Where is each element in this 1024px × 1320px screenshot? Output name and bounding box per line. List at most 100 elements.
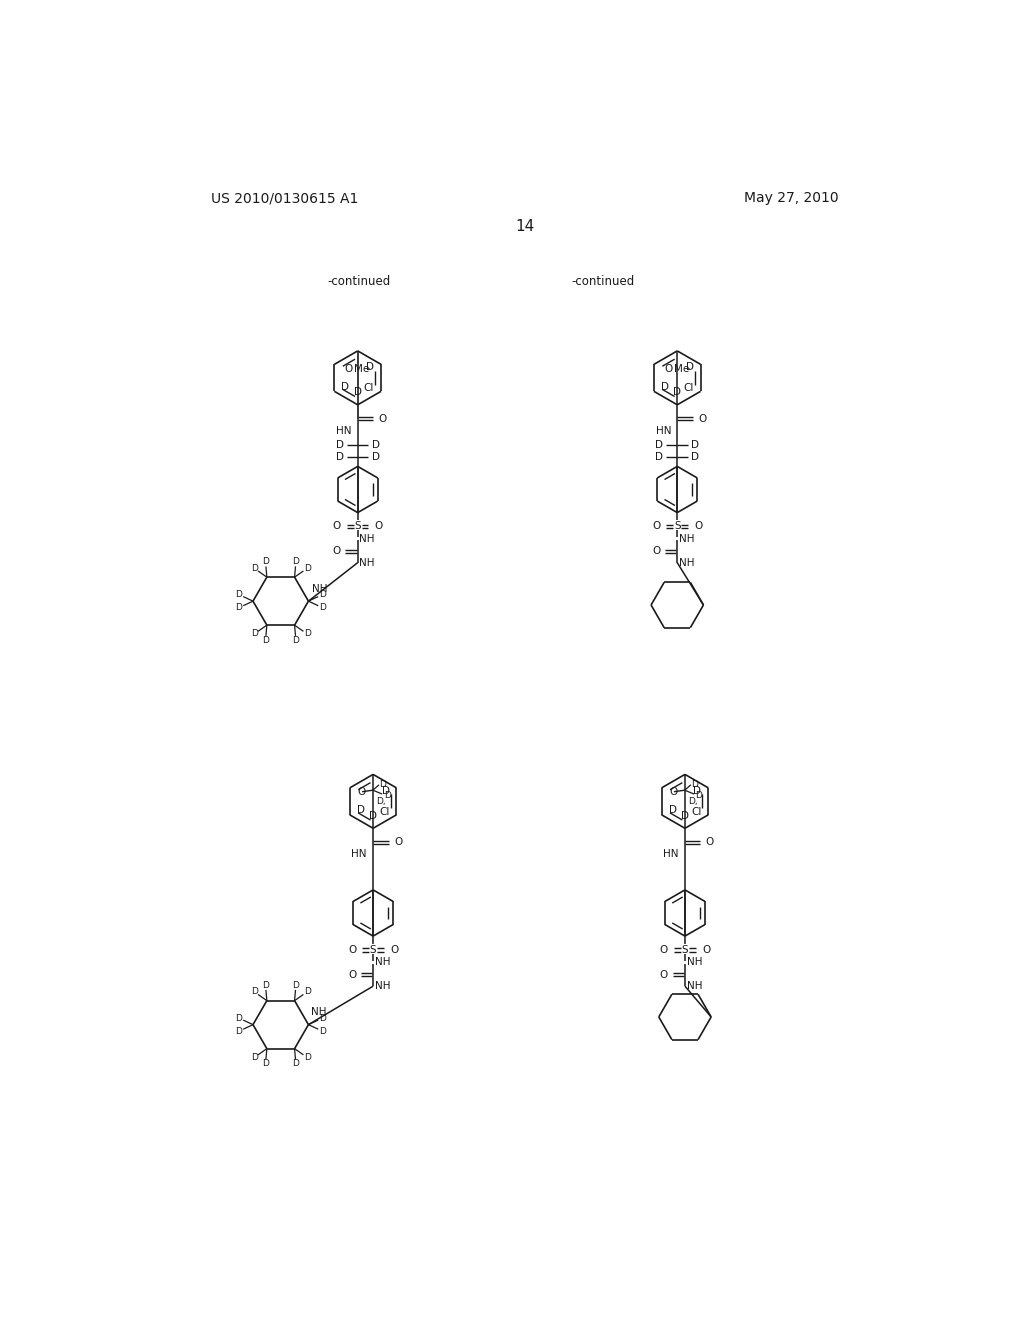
Text: O: O	[664, 364, 672, 374]
Text: D: D	[236, 590, 243, 599]
Text: O: O	[390, 945, 398, 954]
Text: D: D	[262, 557, 269, 566]
Text: D: D	[318, 1027, 326, 1036]
Text: D: D	[262, 981, 269, 990]
Text: NH: NH	[686, 981, 702, 991]
Text: D: D	[304, 987, 310, 997]
Text: D: D	[251, 1053, 258, 1063]
Text: D: D	[251, 564, 258, 573]
Text: O: O	[701, 945, 711, 954]
Text: HN: HN	[655, 426, 671, 436]
Text: NH: NH	[679, 557, 694, 568]
Text: NH: NH	[359, 557, 375, 568]
Text: -continued: -continued	[327, 275, 390, 288]
Text: D: D	[372, 440, 380, 450]
Text: May 27, 2010: May 27, 2010	[744, 191, 839, 206]
Text: Cl: Cl	[364, 383, 374, 393]
Text: O: O	[333, 521, 341, 532]
Text: O: O	[694, 521, 702, 532]
Text: D: D	[356, 805, 365, 816]
Text: .: .	[367, 359, 371, 372]
Text: D,: D,	[376, 797, 386, 807]
Text: D: D	[236, 1027, 243, 1036]
Text: O: O	[375, 521, 383, 532]
Text: D: D	[669, 805, 677, 816]
Text: S: S	[682, 945, 688, 954]
Text: D: D	[379, 780, 386, 789]
Text: Cl: Cl	[691, 807, 701, 817]
Text: D: D	[372, 453, 380, 462]
Text: D: D	[655, 440, 664, 450]
Text: Me: Me	[674, 364, 689, 374]
Text: D: D	[691, 453, 699, 462]
Text: O: O	[348, 945, 356, 954]
Text: D: D	[369, 810, 377, 821]
Text: D: D	[293, 1060, 299, 1068]
Text: NH: NH	[375, 957, 390, 968]
Text: HN: HN	[351, 850, 367, 859]
Text: D: D	[304, 1053, 310, 1063]
Text: D: D	[262, 1060, 269, 1068]
Text: D: D	[681, 810, 689, 821]
Text: D: D	[304, 564, 310, 573]
Text: O: O	[659, 945, 668, 954]
Text: O: O	[652, 546, 660, 556]
Text: D: D	[293, 636, 299, 645]
Text: D: D	[691, 780, 697, 789]
Text: D: D	[660, 381, 669, 392]
Text: .: .	[686, 359, 690, 372]
Text: NH: NH	[359, 533, 375, 544]
Text: O: O	[394, 837, 402, 847]
Text: NH: NH	[679, 533, 694, 544]
Text: HN: HN	[664, 850, 679, 859]
Text: D: D	[304, 630, 310, 639]
Text: D: D	[382, 785, 389, 796]
Text: D: D	[236, 1014, 243, 1023]
Text: O: O	[344, 364, 352, 374]
Text: O: O	[652, 521, 660, 532]
Text: D: D	[251, 630, 258, 639]
Text: NH: NH	[310, 1007, 327, 1018]
Text: S: S	[674, 521, 681, 532]
Text: D: D	[673, 387, 681, 397]
Text: D: D	[318, 603, 326, 612]
Text: 14: 14	[515, 219, 535, 234]
Text: O: O	[659, 970, 668, 979]
Text: -continued: -continued	[571, 275, 635, 288]
Text: D: D	[384, 791, 390, 800]
Text: Cl: Cl	[683, 383, 693, 393]
Text: O: O	[333, 546, 341, 556]
Text: D: D	[367, 363, 374, 372]
Text: D: D	[353, 387, 361, 397]
Text: O: O	[379, 413, 387, 424]
Text: D: D	[336, 453, 344, 462]
Text: O: O	[357, 787, 366, 797]
Text: Me: Me	[354, 364, 370, 374]
Text: D: D	[293, 981, 299, 990]
Text: D: D	[262, 636, 269, 645]
Text: D: D	[691, 440, 699, 450]
Text: D: D	[318, 1014, 326, 1023]
Text: D,: D,	[688, 797, 697, 807]
Text: O: O	[706, 837, 714, 847]
Text: NH: NH	[686, 957, 702, 968]
Text: NH: NH	[312, 583, 328, 594]
Text: HN: HN	[336, 426, 351, 436]
Text: D: D	[236, 603, 243, 612]
Text: NH: NH	[375, 981, 390, 991]
Text: D: D	[693, 785, 701, 796]
Text: D: D	[251, 987, 258, 997]
Text: O: O	[348, 970, 356, 979]
Text: Cl: Cl	[379, 807, 389, 817]
Text: D: D	[318, 590, 326, 599]
Text: D: D	[655, 453, 664, 462]
Text: S: S	[354, 521, 361, 532]
Text: D: D	[341, 381, 349, 392]
Text: US 2010/0130615 A1: US 2010/0130615 A1	[211, 191, 358, 206]
Text: D: D	[336, 440, 344, 450]
Text: S: S	[370, 945, 377, 954]
Text: D: D	[293, 557, 299, 566]
Text: D: D	[686, 363, 693, 372]
Text: O: O	[670, 787, 678, 797]
Text: D: D	[695, 791, 702, 800]
